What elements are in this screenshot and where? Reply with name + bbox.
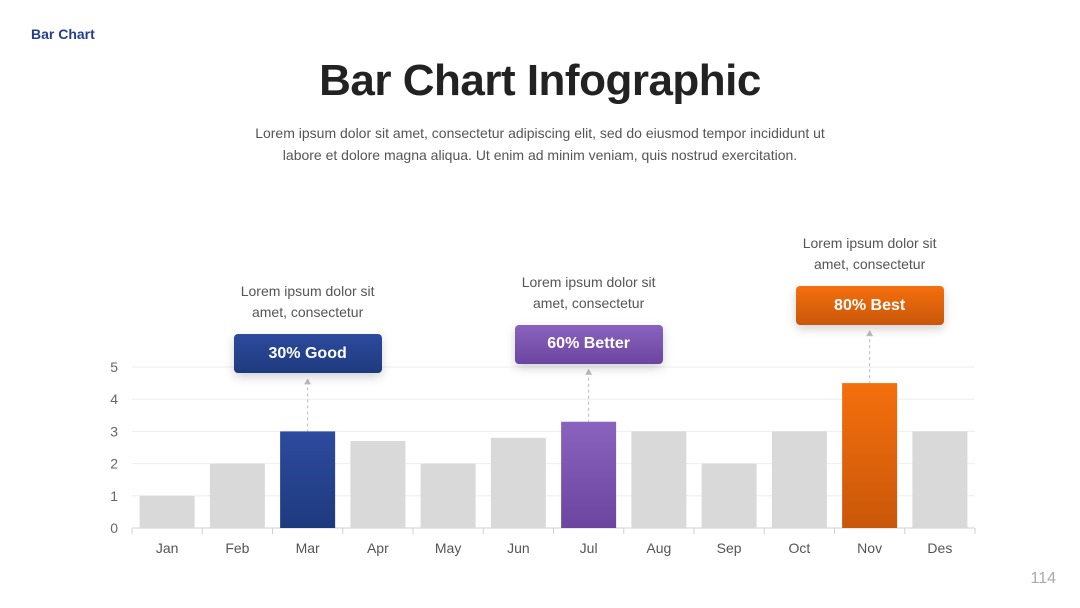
bar-sep — [701, 463, 757, 528]
bar-feb — [209, 463, 265, 528]
callout-note-line: Lorem ipsum dolor sit — [521, 273, 656, 290]
x-tick-label: Sep — [717, 540, 742, 556]
bar-aug — [631, 431, 687, 528]
y-tick-label: 2 — [110, 456, 118, 472]
callout-note: Lorem ipsum dolor sit amet, consectetur — [760, 233, 980, 275]
x-tick-label: Jan — [156, 540, 179, 556]
x-tick-label: Des — [927, 540, 952, 556]
callout-note-line: Lorem ipsum dolor sit — [240, 283, 375, 300]
x-tick-label: Mar — [296, 540, 320, 556]
callout-note-line: Lorem ipsum dolor sit — [802, 235, 937, 252]
section-label: Bar Chart — [31, 26, 95, 42]
x-tick-label: Nov — [857, 540, 882, 556]
callout-note-line: amet, consectetur — [251, 304, 364, 321]
x-tick-label: Apr — [367, 540, 389, 556]
y-tick-label: 1 — [110, 488, 118, 504]
callout-note-line: amet, consectetur — [813, 256, 926, 273]
callout-badge: 60% Better — [514, 324, 663, 364]
bar-jun — [490, 437, 546, 528]
bar-jan — [139, 495, 195, 528]
page-title: Bar Chart Infographic — [319, 56, 761, 105]
callout-note-line: amet, consectetur — [532, 294, 645, 311]
bar-apr — [350, 441, 406, 528]
x-tick-label: Jul — [580, 540, 598, 556]
bar-mar — [280, 431, 336, 528]
y-tick-label: 3 — [110, 423, 118, 439]
x-tick-label: Jun — [507, 540, 530, 556]
x-tick-label: Oct — [788, 540, 810, 556]
arrow-icon — [866, 330, 874, 337]
page-subtitle: Lorem ipsum dolor sit amet, consectetur … — [255, 125, 825, 163]
bar-jul — [561, 421, 617, 528]
callout-badge: 30% Good — [233, 334, 382, 374]
arrow-icon — [585, 368, 593, 375]
arrow-icon — [304, 378, 312, 385]
y-tick-label: 4 — [110, 391, 118, 407]
y-tick-label: 0 — [110, 520, 118, 536]
x-tick-label: May — [435, 540, 461, 556]
page-number: 114 — [1030, 570, 1056, 587]
bar-may — [420, 463, 476, 528]
x-tick-label: Feb — [225, 540, 249, 556]
callout-note: Lorem ipsum dolor sit amet, consectetur — [198, 281, 418, 323]
y-tick-label: 5 — [110, 359, 118, 375]
bar-des — [912, 431, 968, 528]
callout-note: Lorem ipsum dolor sit amet, consectetur — [479, 272, 699, 314]
bar-oct — [771, 431, 827, 528]
bar-nov — [842, 383, 898, 528]
x-tick-label: Aug — [646, 540, 671, 556]
callout-badge: 80% Best — [795, 286, 944, 326]
